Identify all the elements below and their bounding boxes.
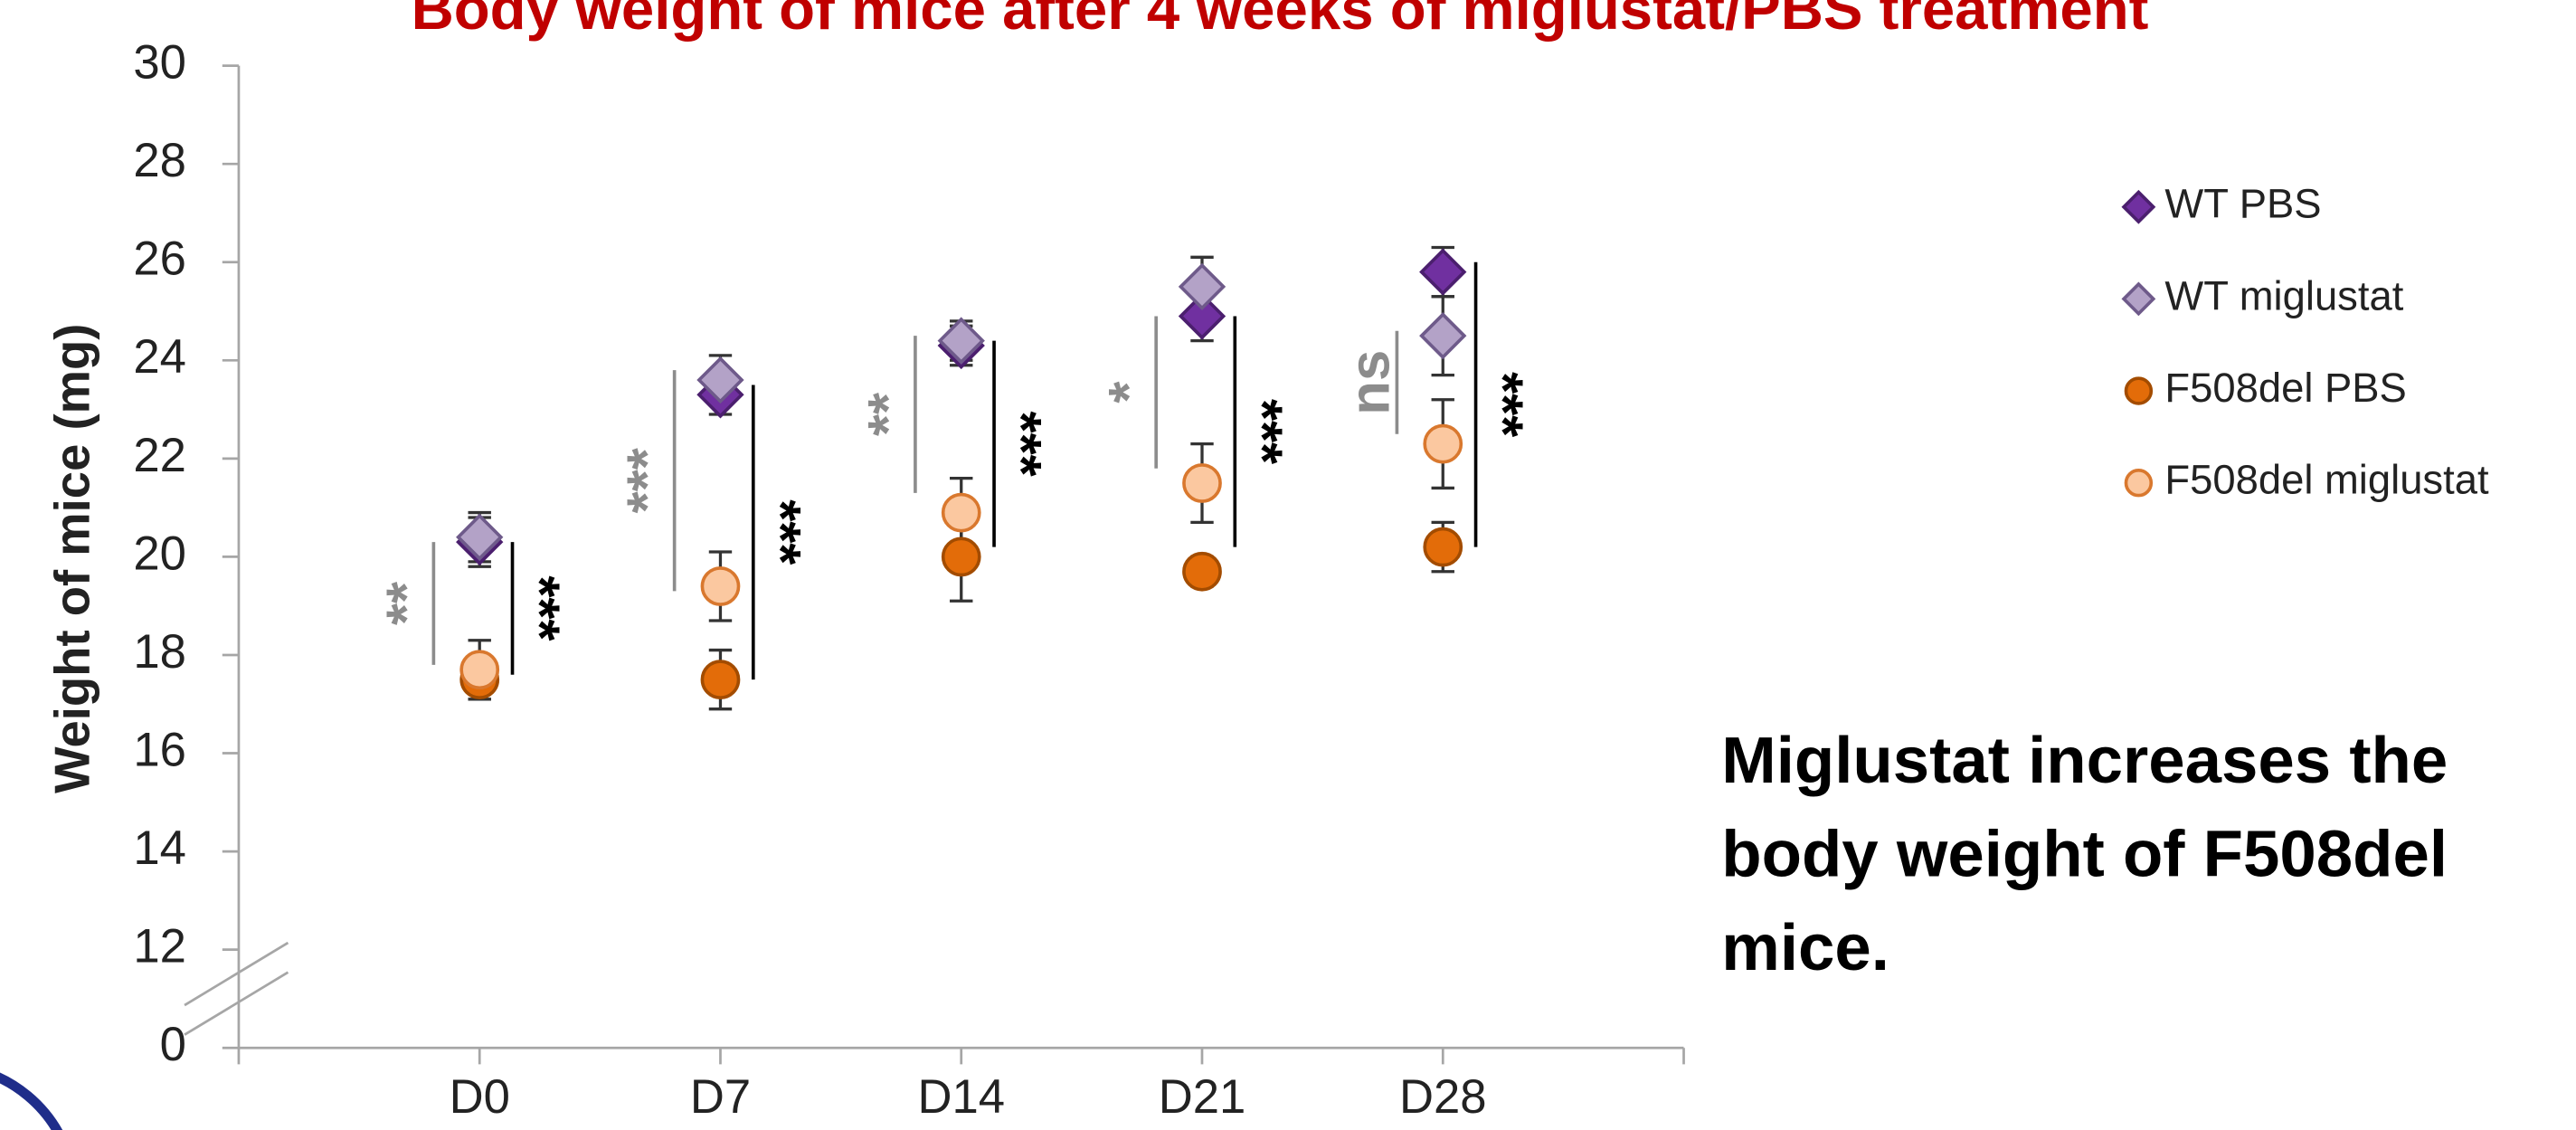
marker bbox=[1182, 551, 1222, 592]
significance-label: ** bbox=[375, 582, 438, 625]
y-tick-label: 22 bbox=[133, 429, 186, 482]
marker bbox=[1423, 423, 1463, 464]
y-tick-label: 20 bbox=[133, 527, 186, 580]
marker bbox=[700, 660, 741, 700]
significance-label: *** bbox=[990, 412, 1052, 477]
y-axis-title: Weight of mice (mg) bbox=[45, 324, 100, 793]
chart-title: Body weight of mice after 4 weeks of mig… bbox=[412, 0, 2149, 42]
y-tick-label: 16 bbox=[133, 723, 186, 776]
legend-marker bbox=[2124, 376, 2154, 405]
x-tick-label: D21 bbox=[1159, 1070, 1246, 1124]
x-tick-label: D0 bbox=[450, 1070, 510, 1124]
y-tick-label: 30 bbox=[133, 36, 186, 90]
significance-label: *** bbox=[617, 448, 679, 513]
x-tick-label: D28 bbox=[1399, 1070, 1487, 1124]
x-tick-label: D14 bbox=[917, 1070, 1005, 1124]
marker bbox=[700, 566, 741, 606]
y-tick-label: 14 bbox=[133, 821, 186, 875]
legend-label: WT miglustat bbox=[2164, 272, 2403, 318]
marker bbox=[459, 650, 500, 690]
legend-label: WT PBS bbox=[2164, 181, 2321, 227]
marker bbox=[1423, 527, 1463, 567]
x-tick-label: D7 bbox=[690, 1070, 751, 1124]
legend-label: F508del miglustat bbox=[2164, 457, 2489, 503]
y-tick-label: 26 bbox=[133, 233, 186, 286]
y-tick-label: 0 bbox=[160, 1018, 186, 1071]
y-tick-label: 12 bbox=[133, 920, 186, 973]
y-tick-label: 28 bbox=[133, 134, 186, 187]
legend-marker bbox=[2121, 189, 2156, 224]
conclusion-text: mice. bbox=[1721, 911, 1889, 984]
significance-label: *** bbox=[1472, 372, 1534, 437]
significance-label: ** bbox=[857, 393, 920, 436]
significance-label: *** bbox=[1230, 399, 1293, 464]
marker bbox=[1419, 311, 1467, 360]
legend-marker bbox=[2124, 469, 2154, 498]
significance-label: * bbox=[1098, 382, 1160, 404]
marker bbox=[937, 317, 985, 365]
marker bbox=[1178, 292, 1226, 340]
marker bbox=[941, 537, 981, 577]
axis-break bbox=[184, 941, 289, 1036]
break-mark bbox=[184, 941, 289, 1007]
legend-marker bbox=[2121, 281, 2156, 317]
significance-label: ns bbox=[1339, 350, 1401, 415]
marker bbox=[1182, 463, 1222, 503]
conclusion-text: body weight of F508del bbox=[1721, 818, 2448, 891]
legend-label: F508del PBS bbox=[2164, 365, 2406, 411]
marker bbox=[1419, 248, 1467, 296]
marker bbox=[456, 513, 504, 561]
significance-label: *** bbox=[508, 575, 571, 641]
decorative-arc bbox=[0, 1072, 63, 1130]
break-mark bbox=[184, 971, 289, 1036]
y-tick-label: 24 bbox=[133, 330, 186, 384]
significance-label: *** bbox=[749, 499, 811, 565]
marker bbox=[1178, 262, 1226, 311]
y-tick-label: 18 bbox=[133, 625, 186, 679]
marker bbox=[696, 356, 744, 404]
marker bbox=[941, 492, 981, 533]
conclusion-text: Miglustat increases the bbox=[1721, 724, 2448, 797]
